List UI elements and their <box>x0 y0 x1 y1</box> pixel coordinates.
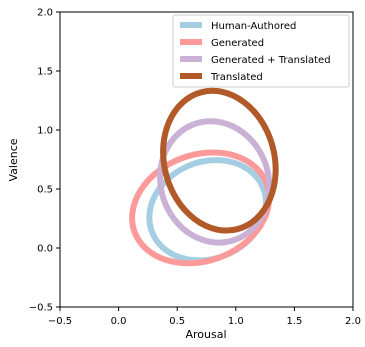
x-tick-label: −0.5 <box>48 316 72 327</box>
ellipse-layer <box>129 87 279 267</box>
y-tick-label: 0.0 <box>37 244 53 255</box>
legend-label: Generated + Translated <box>211 55 331 66</box>
y-tick-label: 1.5 <box>37 67 53 78</box>
x-axis: −0.5 0.0 0.5 1.0 1.5 2.0 <box>48 307 361 327</box>
x-tick-label: 2.0 <box>345 316 361 327</box>
y-tick-label: 1.0 <box>37 126 53 137</box>
x-tick-label: 0.0 <box>111 316 127 327</box>
legend-label: Generated <box>211 38 264 49</box>
series-ellipse-2 <box>157 118 273 246</box>
y-tick-label: 2.0 <box>37 8 53 19</box>
x-tick-label: 1.0 <box>228 316 244 327</box>
x-tick-label: 0.5 <box>169 316 185 327</box>
legend-label: Human-Authored <box>211 21 296 32</box>
y-axis: −0.5 0.0 0.5 1.0 1.5 2.0 <box>29 8 60 314</box>
plot-frame <box>59 11 354 308</box>
series-ellipse-3 <box>160 87 279 234</box>
y-tick-label: −0.5 <box>29 303 53 314</box>
y-tick-label: 0.5 <box>37 185 53 196</box>
x-axis-label: Arousal <box>185 328 226 341</box>
x-tick-label: 1.5 <box>286 316 302 327</box>
legend-label: Translated <box>210 72 263 83</box>
y-axis-label: Valence <box>7 138 20 181</box>
legend: Human-Authored Generated Generated + Tra… <box>172 14 350 88</box>
legend-box <box>172 14 350 88</box>
